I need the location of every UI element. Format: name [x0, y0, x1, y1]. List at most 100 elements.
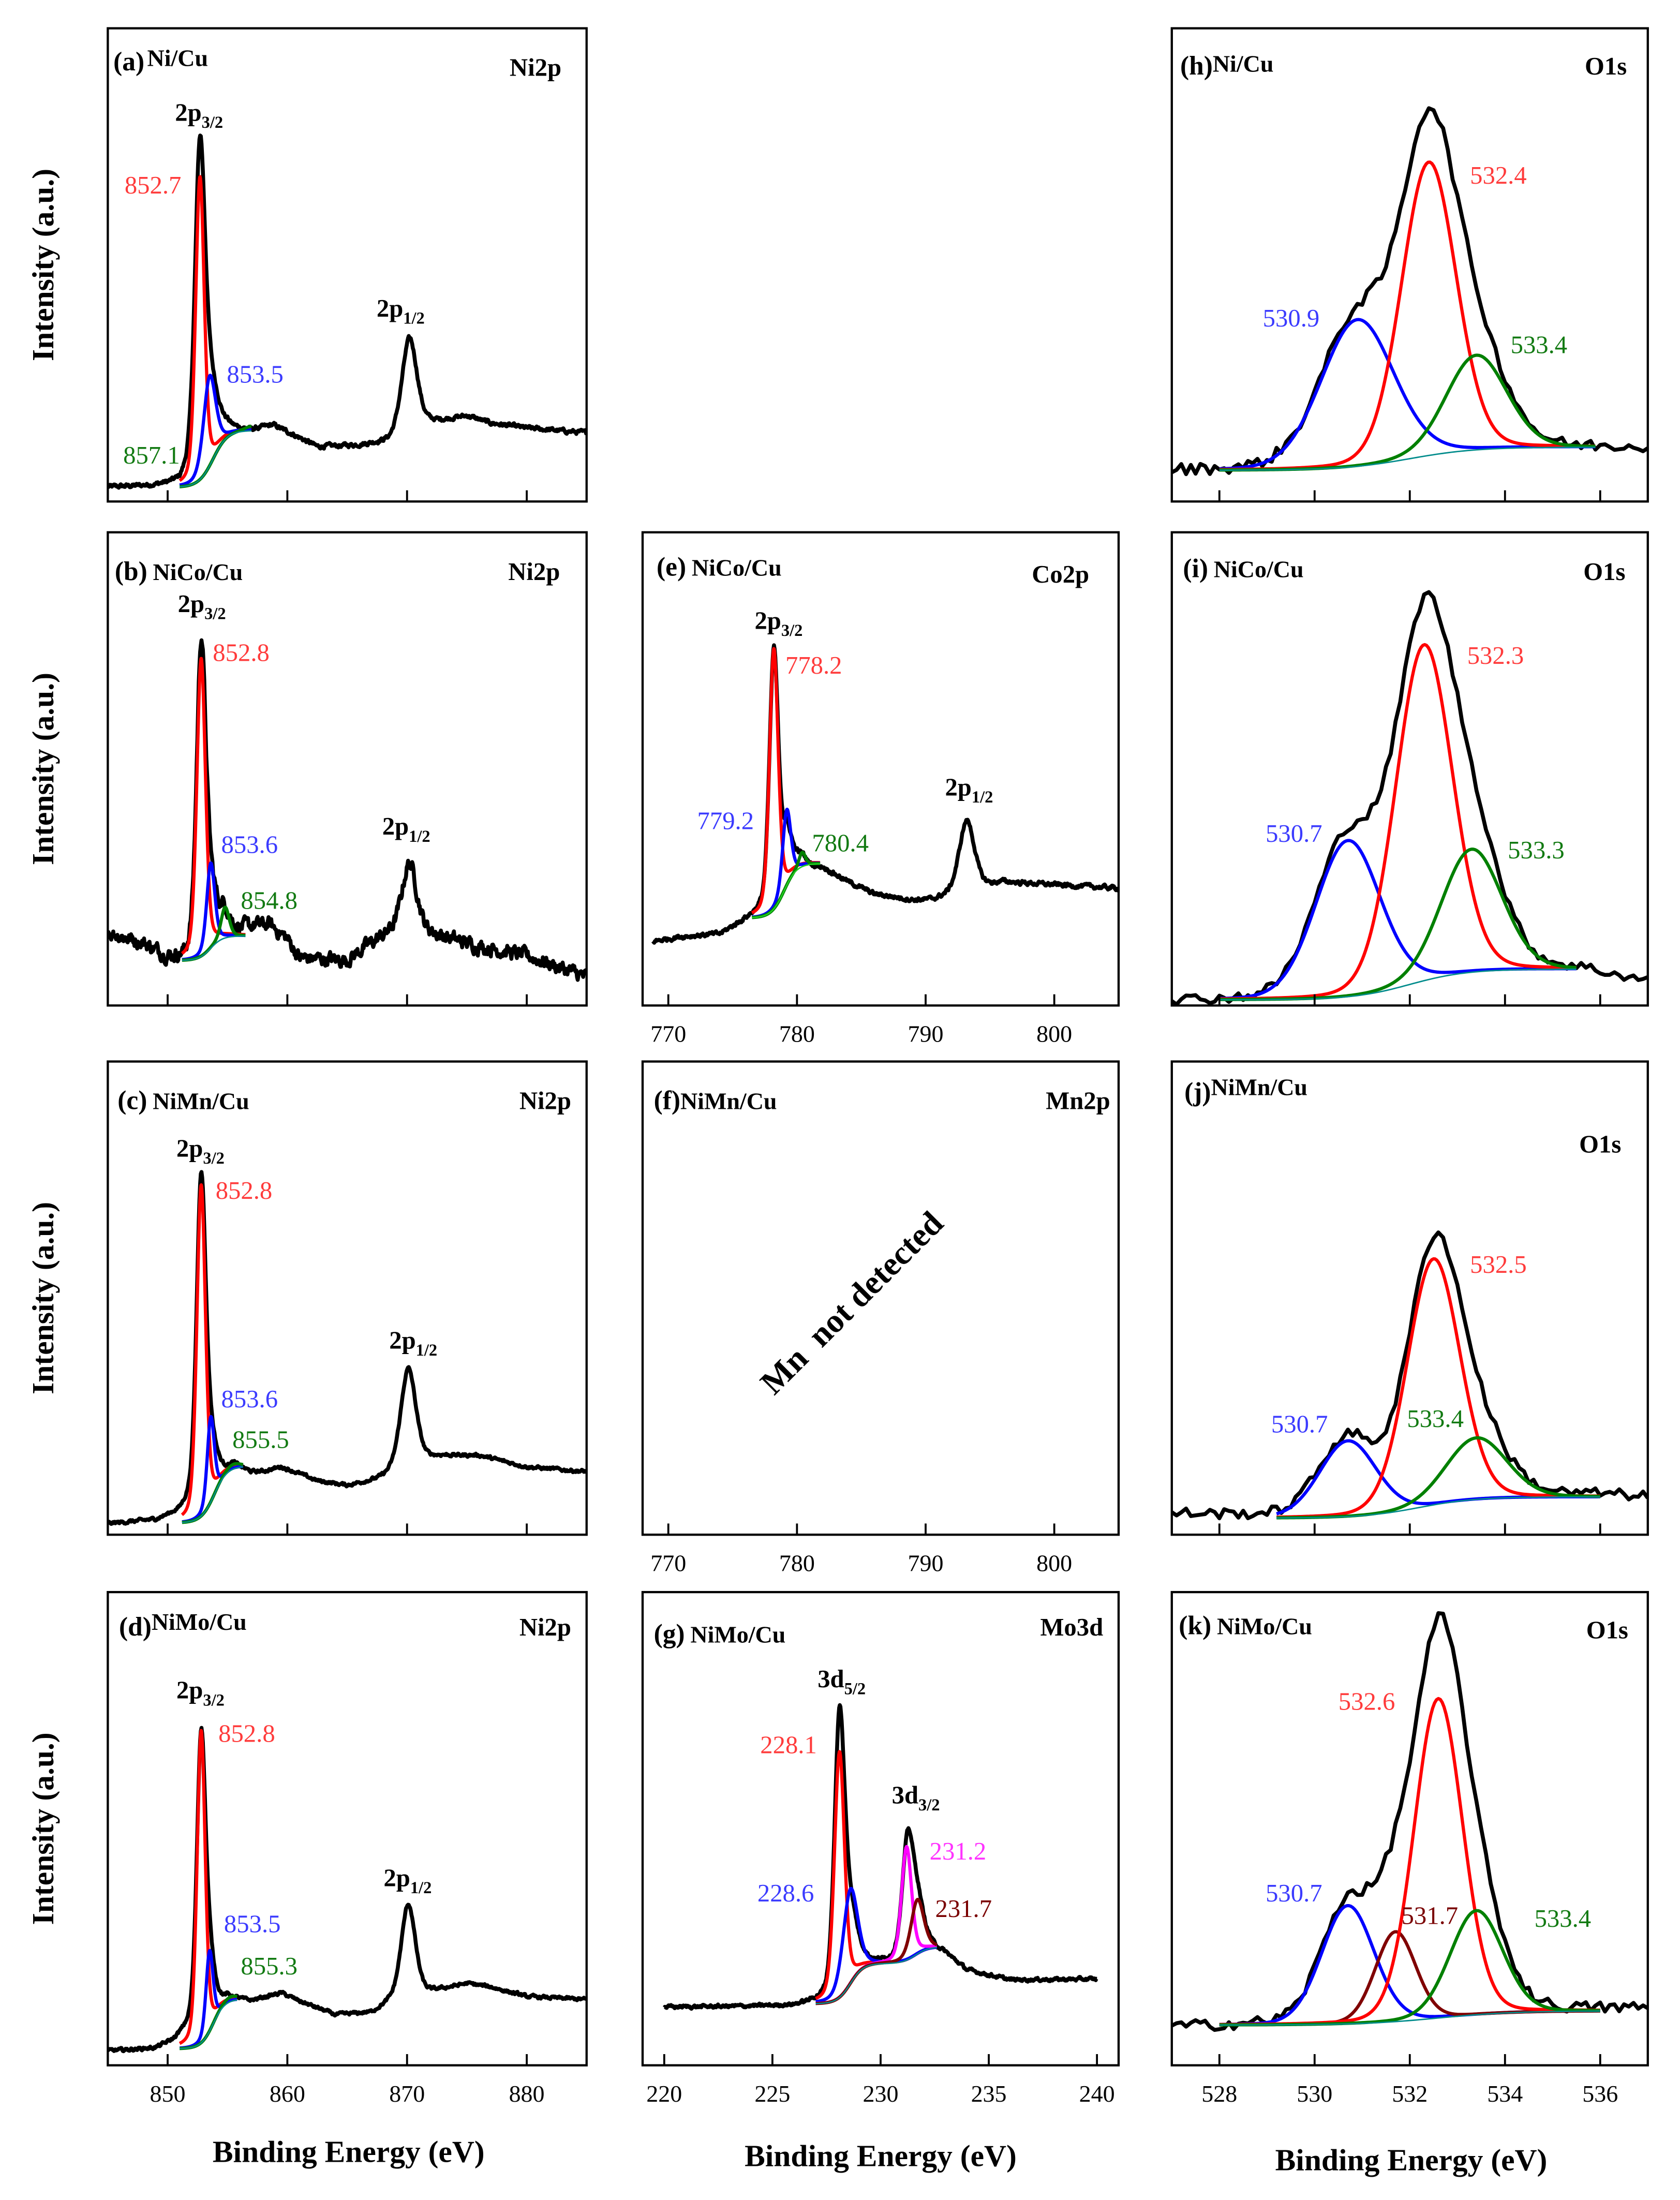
- plot-frame: [641, 531, 1120, 1007]
- not-detected-note: Mn not detected: [753, 1205, 950, 1402]
- panel-c-annotations: (c) NiMn/Cu Ni2p 2p3/2 2p1/2 852.8 853.6 …: [117, 1086, 571, 1454]
- component-label: 780.4: [812, 829, 869, 857]
- component-label: 857.1: [123, 441, 180, 469]
- peak-label-2p1-2: 2p1/2: [383, 1864, 432, 1897]
- region-label: Ni2p: [510, 54, 561, 82]
- panel-title: (a) Ni/Cu: [113, 45, 208, 77]
- y-axis-title-row3: Intensity (a.u.): [26, 1202, 60, 1394]
- plot-frame: [641, 1060, 1120, 1536]
- component-label: 853.6: [221, 830, 278, 858]
- y-axis-title-row4: Intensity (a.u.): [26, 1732, 60, 1925]
- panel-title: (d)NiMo/Cu: [119, 1609, 247, 1642]
- plot-frame: [641, 1590, 1120, 2067]
- component-label: 855.3: [241, 1952, 298, 1980]
- panel-c: [107, 1060, 588, 1536]
- component-label: 853.5: [227, 360, 284, 388]
- component-label: 533.4: [1511, 331, 1568, 359]
- experimental-envelope-curve: [108, 1170, 587, 1526]
- peak-label-2p1-2: 2p1/2: [389, 1326, 437, 1360]
- x-axis-title-col2: Binding Energy (eV): [745, 2138, 1017, 2173]
- plot-frame: [107, 1590, 588, 2067]
- panel-b: [107, 531, 588, 1007]
- region-label: O1s: [1579, 1130, 1621, 1158]
- x-tick-label: 532: [1392, 2080, 1428, 2107]
- fit-background-line: [1219, 968, 1577, 1001]
- x-tick-label: 240: [1079, 2080, 1115, 2107]
- x-tick-label: 230: [863, 2080, 898, 2107]
- fit-component-533.3: [1219, 848, 1577, 1001]
- panel-e-annotations: (e) NiCo/Cu Co2p 2p3/2 2p1/2 778.2 779.2 …: [657, 553, 1089, 857]
- component-label: 228.1: [760, 1731, 817, 1759]
- x-tick-label: 780: [779, 1550, 815, 1577]
- component-label: 531.7: [1402, 1901, 1459, 1929]
- component-label: 228.6: [757, 1879, 814, 1907]
- fit-background-line: [182, 935, 246, 961]
- x-tick-label: 790: [908, 1021, 944, 1047]
- peak-label-2p1-2: 2p1/2: [382, 812, 430, 846]
- panel-d-annotations: (d)NiMo/Cu Ni2p 2p3/2 2p1/2 852.8 853.5 …: [119, 1609, 571, 1980]
- x-tick-label: 220: [646, 2080, 682, 2107]
- peak-label-3d3-2: 3d3/2: [892, 1781, 940, 1815]
- experimental-envelope-curve: [1171, 1230, 1648, 1521]
- panel-g: 220 225 230 235 240: [641, 1590, 1120, 2107]
- component-label: 855.5: [232, 1425, 289, 1453]
- x-tick-label: 850: [150, 2080, 186, 2107]
- fit-component-852.7: [178, 175, 253, 482]
- panel-title: (b) NiCo/Cu: [115, 557, 243, 586]
- panel-title: (j)NiMn/Cu: [1184, 1074, 1307, 1107]
- component-label: 852.7: [125, 171, 182, 199]
- fit-background-line: [1219, 2010, 1600, 2026]
- component-label: 530.7: [1266, 1879, 1322, 1907]
- experimental-envelope-curve: [108, 638, 587, 982]
- panel-a-annotations: (a) Ni/Cu Ni2p 2p3/2 2p1/2 852.7 853.5 85…: [113, 45, 561, 469]
- x-tick-label: 770: [650, 1021, 686, 1047]
- experimental-envelope-curve: [662, 1703, 1098, 2011]
- component-label: 779.2: [697, 807, 754, 835]
- panel-title: (g) NiMo/Cu: [654, 1619, 786, 1649]
- component-label: 532.6: [1339, 1687, 1395, 1715]
- region-label: Mo3d: [1040, 1613, 1103, 1641]
- x-tick-label: 225: [754, 2080, 790, 2107]
- region-label: O1s: [1585, 52, 1627, 80]
- x-tick-label: 780: [779, 1021, 815, 1047]
- peak-label-2p3-2: 2p3/2: [176, 1135, 225, 1168]
- experimental-envelope-curve: [1171, 1611, 1648, 2032]
- region-label: Ni2p: [519, 1613, 571, 1641]
- panel-d: 850 860 870 880: [107, 1590, 588, 2107]
- fit-component-532.5: [1276, 1257, 1600, 1519]
- component-label: 533.4: [1407, 1405, 1464, 1433]
- component-label: 853.6: [221, 1385, 278, 1413]
- component-label: 530.7: [1271, 1410, 1328, 1438]
- x-tick-label: 800: [1036, 1550, 1072, 1577]
- peak-label-2p1-2: 2p1/2: [377, 294, 425, 328]
- plot-frame: [1170, 531, 1649, 1007]
- fit-background-line: [1276, 1496, 1600, 1519]
- fit-background-line: [815, 1946, 937, 2004]
- component-label: 532.4: [1470, 161, 1527, 189]
- region-label: Co2p: [1032, 560, 1089, 588]
- fit-background-line: [180, 430, 252, 488]
- x-tick-label: 534: [1487, 2080, 1523, 2107]
- x-tick-label: 530: [1297, 2080, 1332, 2107]
- panel-title: (i) NiCo/Cu: [1183, 554, 1303, 583]
- component-label: 853.5: [224, 1910, 281, 1938]
- x-tick-label: 536: [1582, 2080, 1618, 2107]
- fit-background-line: [180, 1999, 237, 2049]
- experimental-envelope-curve: [108, 133, 587, 490]
- panel-title: (e) NiCo/Cu: [657, 553, 782, 582]
- region-label: Ni2p: [519, 1087, 571, 1115]
- panel-title: (f)NiMn/Cu: [654, 1086, 777, 1116]
- experimental-envelope-curve: [651, 643, 1119, 945]
- experimental-envelope-curve: [1171, 590, 1648, 1006]
- x-tick-label: 235: [971, 2080, 1007, 2107]
- panel-f-annotations: (f)NiMn/Cu Mn2p Mn not detected: [654, 1086, 1110, 1402]
- region-label: Mn2p: [1046, 1087, 1110, 1115]
- region-label: O1s: [1583, 558, 1625, 586]
- x-tick-label: 528: [1201, 2080, 1237, 2107]
- plot-frame: [1170, 27, 1649, 503]
- plot-area: [108, 133, 587, 490]
- panel-i-annotations: (i) NiCo/Cu O1s 530.7 532.3 533.3: [1183, 554, 1625, 864]
- fit-background-line: [182, 1466, 243, 1523]
- panel-g-annotations: (g) NiMo/Cu Mo3d 3d5/2 3d3/2 228.1 228.6 …: [654, 1613, 1104, 1923]
